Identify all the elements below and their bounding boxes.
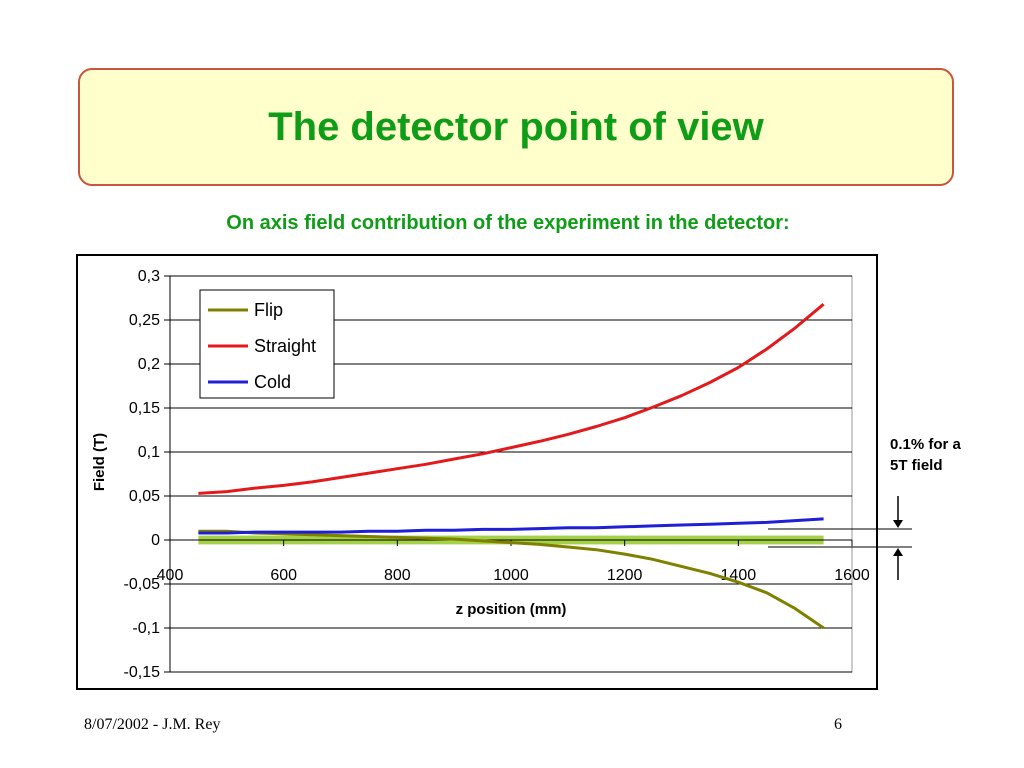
x-tick-label: 800 xyxy=(384,567,411,584)
y-tick-label: 0,3 xyxy=(138,268,160,285)
title-box: The detector point of view xyxy=(78,68,954,186)
x-axis-label: z position (mm) xyxy=(456,601,567,618)
y-tick-label: 0,05 xyxy=(129,488,160,505)
x-tick-label: 400 xyxy=(157,567,184,584)
annotation-line-1: 0.1% for a xyxy=(890,436,961,453)
slide-title: The detector point of view xyxy=(268,104,764,149)
legend-label-straight: Straight xyxy=(254,336,316,356)
series-line-cold xyxy=(198,517,824,535)
annotation-line-2: 5T field xyxy=(890,457,943,474)
y-tick-label: -0,05 xyxy=(124,576,161,593)
legend-label-cold: Cold xyxy=(254,372,291,392)
y-tick-label: 0,25 xyxy=(129,312,160,329)
y-tick-label: 0,15 xyxy=(129,400,160,417)
y-tick-label: 0,2 xyxy=(138,356,160,373)
y-tick-label: 0 xyxy=(151,532,160,549)
x-tick-label: 1000 xyxy=(493,567,529,584)
y-tick-label: -0,1 xyxy=(132,620,160,637)
y-axis-label: Field (T) xyxy=(91,433,108,491)
page-number: 6 xyxy=(834,716,842,733)
x-tick-label: 1200 xyxy=(607,567,643,584)
series-line-flip xyxy=(198,529,825,630)
series-line-straight xyxy=(198,303,825,495)
arrow-down-icon xyxy=(893,520,903,528)
legend-box xyxy=(199,289,335,399)
legend-label-flip: Flip xyxy=(254,300,283,320)
arrow-up-icon xyxy=(893,548,903,556)
footer-date-author: 8/07/2002 - J.M. Rey xyxy=(84,716,221,733)
field-chart: 0,3 0,25 0,2 0,15 0,1 0,05 0 -0,05 -0,1 -0,15 400 6… xyxy=(91,268,870,681)
y-tick-label: -0,15 xyxy=(124,664,161,681)
chart-frame: 0,3 0,25 0,2 0,15 0,1 0,05 0 -0,05 -0,1 -0,15 400 6… xyxy=(76,254,878,690)
tolerance-annotation: 0.1% for a 5T field xyxy=(890,434,1010,476)
y-tick-label: 0,1 xyxy=(138,444,160,461)
x-tick-label: 1600 xyxy=(834,567,870,584)
x-tick-label: 600 xyxy=(270,567,297,584)
slide-subtitle: On axis field contribution of the experi… xyxy=(226,212,790,234)
